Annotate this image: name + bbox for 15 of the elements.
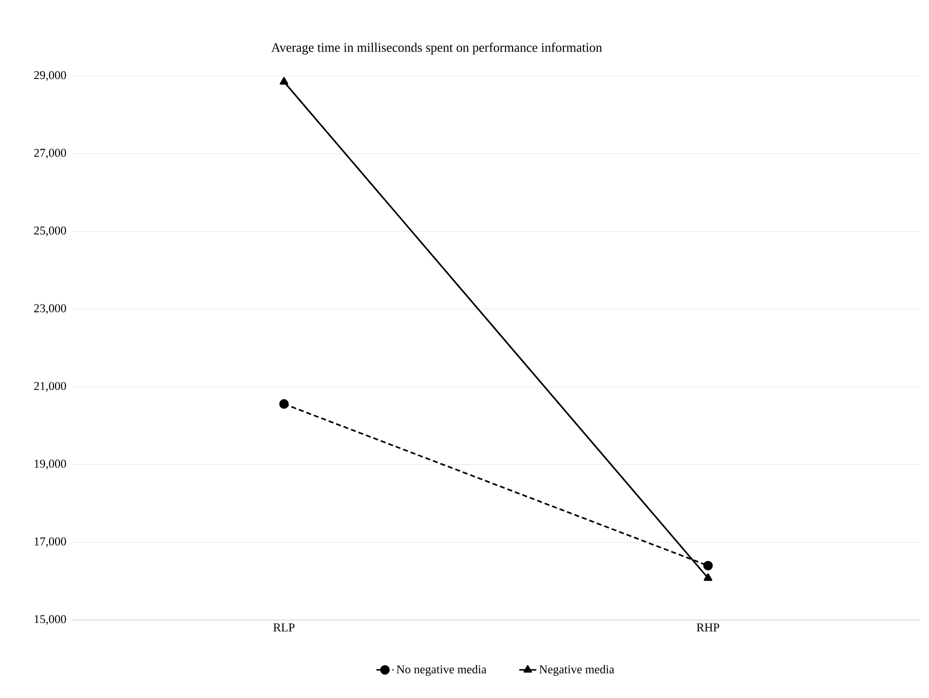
y-tick-label: 17,000	[34, 537, 66, 548]
y-tick-label: 21,000	[34, 382, 66, 392]
y-tick-label: 19,000	[34, 460, 66, 470]
point	[703, 560, 713, 570]
x-tick-label: RHP	[696, 624, 720, 632]
legend-label: No negative media	[396, 664, 486, 676]
y-tick-label: 29,000	[34, 71, 66, 81]
x-tick-label: RLP	[273, 624, 294, 632]
y-tick-label: 27,000	[34, 148, 66, 159]
point	[279, 399, 289, 409]
y-tick-label: 15,000	[34, 615, 66, 625]
y-tick-label: 23,000	[34, 304, 66, 314]
chart-title: Average time in milliseconds spent on performance information	[271, 42, 602, 55]
y-tick-label: 25,000	[34, 226, 66, 236]
legend-label: Negative media	[539, 664, 614, 676]
